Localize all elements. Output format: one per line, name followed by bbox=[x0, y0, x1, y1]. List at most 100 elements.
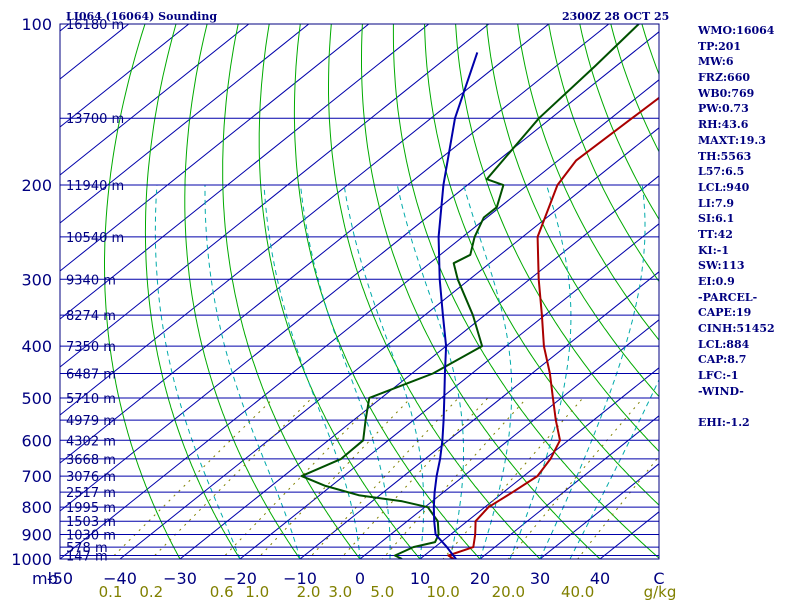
index-item: CINH:51452 bbox=[698, 322, 775, 336]
height-label: 3076 m bbox=[66, 470, 116, 485]
mixing-ratio-line bbox=[381, 397, 528, 559]
index-item: MW:6 bbox=[698, 55, 734, 69]
dry-adiabat-line bbox=[104, 24, 181, 559]
index-item: MAXT:19.3 bbox=[698, 133, 766, 147]
moist-adiabat-line bbox=[509, 184, 572, 559]
isotherm-line bbox=[60, 79, 659, 559]
dewpoint-profile bbox=[300, 24, 640, 559]
index-item: LI:7.9 bbox=[698, 196, 735, 210]
mixing-ratio-label: 3.0 bbox=[328, 583, 352, 600]
pressure-tick-label: 500 bbox=[21, 389, 52, 408]
dry-adiabat-line bbox=[423, 24, 659, 506]
dry-adiabat-line bbox=[486, 24, 659, 398]
pressure-tick-label: 900 bbox=[21, 526, 52, 545]
mixing-ratio-labels: 0.1 0.2 0.6 1.0 2.0 3.0 5.0 10.0 20.0 40.0 g/kg bbox=[99, 583, 677, 600]
index-item: -WIND- bbox=[698, 384, 744, 398]
height-label: 13700 m bbox=[66, 112, 124, 127]
index-item: FRZ:660 bbox=[698, 71, 751, 85]
mixing-ratio-label: 5.0 bbox=[370, 583, 394, 600]
dry-adiabat-line bbox=[144, 24, 241, 559]
pressure-tick-label: 600 bbox=[21, 431, 52, 450]
height-label: 1503 m bbox=[66, 515, 116, 530]
index-item: LCL:884 bbox=[698, 337, 750, 351]
pressure-tick-label: 200 bbox=[21, 176, 52, 195]
index-item: EI:0.9 bbox=[698, 275, 735, 288]
stability-indices: WMO:16064 TP:201 MW:6 FRZ:660 WB0:769 PW:0.73… bbox=[698, 23, 798, 431]
isotherm-line bbox=[60, 24, 610, 464]
isotherm-line bbox=[359, 319, 659, 559]
mixing-ratio-label: 0.6 bbox=[210, 583, 234, 600]
mixing-ratio-line bbox=[109, 397, 275, 559]
dry-adiabat-line bbox=[361, 24, 601, 559]
temperature-tick-label: -50 bbox=[47, 569, 73, 588]
height-label: 16180 m bbox=[66, 18, 124, 33]
mixing-ratio-line bbox=[256, 397, 412, 559]
height-label: 8274 m bbox=[66, 309, 116, 324]
parcel-profile bbox=[432, 52, 479, 559]
isotherm-line bbox=[479, 415, 659, 559]
height-label: 578 m bbox=[66, 541, 108, 556]
dry-adiabat-line bbox=[548, 24, 659, 283]
pressure-unit-label: mb bbox=[32, 569, 58, 588]
height-labels: 16180 m 13700 m 11940 m 10540 m 9340 m 8274 m… bbox=[66, 18, 124, 564]
index-item: PW:0.73 bbox=[698, 102, 749, 116]
index-item: L57:6.5 bbox=[698, 165, 745, 179]
index-item: EHI:-1.2 bbox=[698, 416, 750, 430]
height-label: 1030 m bbox=[66, 529, 116, 544]
height-label: 7350 m bbox=[66, 340, 116, 355]
index-item: TT:42 bbox=[698, 227, 733, 241]
chart-title: LI064 (16064) Sounding bbox=[66, 10, 217, 23]
plot-background bbox=[60, 24, 659, 559]
dry-adiabat-line bbox=[517, 24, 659, 341]
mixing-ratio-label: 2.0 bbox=[297, 583, 321, 600]
isotherm-line bbox=[299, 271, 659, 559]
mixing-ratio-label: 1.0 bbox=[245, 583, 269, 600]
dry-adiabat-line bbox=[222, 24, 361, 559]
height-label: 3668 m bbox=[66, 453, 116, 468]
moist-adiabat-line bbox=[569, 378, 659, 559]
isotherm-line bbox=[239, 223, 659, 559]
index-item bbox=[698, 400, 798, 416]
isotherm-line bbox=[60, 24, 250, 176]
pressure-tick-label: 300 bbox=[21, 270, 52, 289]
dry-adiabat-line bbox=[455, 24, 659, 453]
isobars bbox=[60, 23, 659, 556]
dry-adiabat-line bbox=[293, 24, 481, 559]
index-item: LFC:-1 bbox=[698, 369, 739, 383]
height-label: 4979 m bbox=[66, 414, 116, 429]
temperature-tick-label: −40 bbox=[103, 569, 137, 588]
height-label: 147 m bbox=[66, 549, 108, 564]
isotherm-line bbox=[60, 24, 490, 368]
temperature-tick-label: 30 bbox=[530, 569, 550, 588]
index-item: -PARCEL- bbox=[698, 290, 758, 304]
temperature-tick-label: −10 bbox=[283, 569, 317, 588]
temperature-profile bbox=[447, 96, 659, 559]
temperature-tick-label: 0 bbox=[355, 569, 365, 588]
temperature-tick-label: −20 bbox=[223, 569, 257, 588]
height-label: 6487 m bbox=[66, 367, 116, 382]
isotherm-line bbox=[179, 175, 659, 559]
dry-adiabat-line bbox=[328, 24, 541, 559]
mixing-ratio-label: 40.0 bbox=[561, 583, 594, 600]
mixing-ratio-line bbox=[221, 397, 379, 559]
temperature-tick-label: −30 bbox=[163, 569, 197, 588]
pressure-tick-label: 800 bbox=[21, 498, 52, 517]
isotherm-line bbox=[60, 24, 430, 320]
dry-adiabat-line bbox=[258, 24, 421, 559]
height-label: 2517 m bbox=[66, 486, 116, 501]
mixing-ratio-label: 10.0 bbox=[426, 583, 459, 600]
height-label: 1995 m bbox=[66, 501, 116, 516]
isotherm-line bbox=[119, 127, 659, 559]
temperature-tick-label: 20 bbox=[470, 569, 490, 588]
plot-frame bbox=[59, 23, 660, 560]
isotherm-line bbox=[60, 24, 190, 128]
index-item: WMO:16064 bbox=[698, 24, 775, 37]
mixing-ratio-unit: g/kg bbox=[644, 583, 677, 600]
mixing-ratio-line bbox=[507, 397, 644, 559]
sounding-profiles bbox=[300, 24, 659, 559]
pressure-tick-label: 700 bbox=[21, 467, 52, 486]
isotherm-line bbox=[60, 24, 370, 272]
height-label: 9340 m bbox=[66, 273, 116, 288]
temperature-tick-label: 40 bbox=[590, 569, 610, 588]
